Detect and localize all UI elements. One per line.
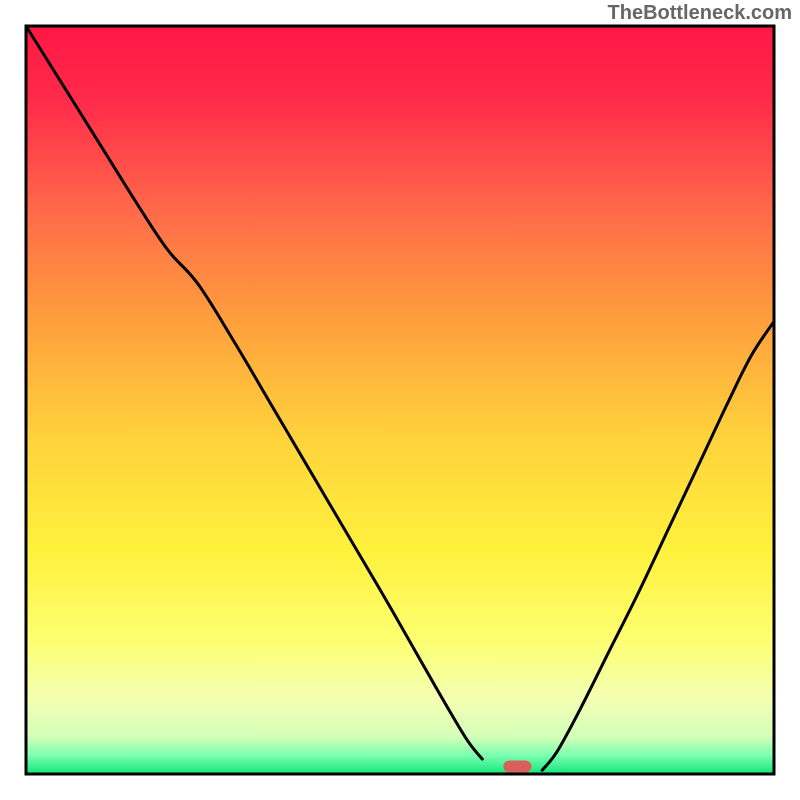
bottleneck-chart xyxy=(0,0,800,800)
plot-background xyxy=(26,26,774,774)
optimum-marker xyxy=(503,761,531,773)
watermark-text: TheBottleneck.com xyxy=(608,2,792,25)
